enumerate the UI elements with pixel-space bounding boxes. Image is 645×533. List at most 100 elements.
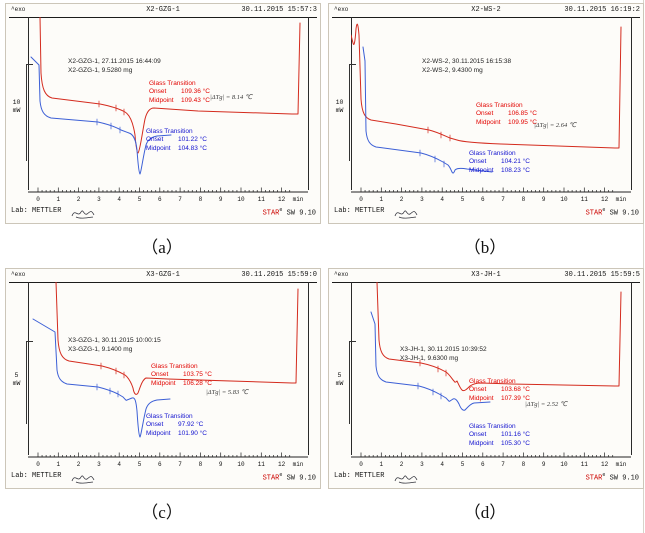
gt-onset-value: 101.16 °C <box>501 431 530 439</box>
svg-text:5: 5 <box>138 461 142 468</box>
svg-text:4: 4 <box>117 461 121 468</box>
svg-text:9: 9 <box>219 461 223 468</box>
svg-text:3: 3 <box>97 461 101 468</box>
chart-footer: Lab: METTLER STARe SW 9.10 <box>9 206 317 219</box>
software-version: STARe SW 9.10 <box>262 472 316 483</box>
red-tangent-markers <box>98 100 125 116</box>
chart-title: X3-JH-1 <box>471 271 501 279</box>
software-version: STARe SW 9.10 <box>585 472 639 483</box>
gt-onset-value: 101.22 °C <box>178 136 207 144</box>
gt-onset-value: 104.21 °C <box>501 158 530 166</box>
gt-heading: Glass Transition <box>469 150 516 157</box>
lab-label: Lab: METTLER <box>11 472 62 480</box>
exo-direction-label: ^exo <box>11 271 26 278</box>
svg-text:4: 4 <box>117 196 121 203</box>
sample-run-line: X3-JH-1, 30.11.2015 10:39:52 <box>400 346 487 353</box>
gt-midpoint-value: 109.43 °C <box>181 96 210 104</box>
glass-transition-blue: Glass Transition Onset 97.92 °C Midpoint 1… <box>146 413 207 437</box>
print-datetime: 30.11.2015 15:59:0 <box>241 271 317 279</box>
time-axis: 0 1 2 3 4 5 6 7 8 9 10 11 12 min <box>28 187 308 203</box>
svg-text:8: 8 <box>199 461 203 468</box>
exo-direction-label: ^exo <box>334 271 349 278</box>
subfigure-caption-c: （c） <box>141 503 183 522</box>
svg-text:9: 9 <box>219 196 223 203</box>
subfigure-caption-d: （d） <box>463 503 507 522</box>
lab-label: Lab: METTLER <box>334 207 385 215</box>
sample-mass-line: X3-JH-1, 9.6300 mg <box>400 354 459 362</box>
svg-text:6: 6 <box>158 196 162 203</box>
gt-midpoint-value: 104.83 °C <box>178 144 207 152</box>
sample-info: X2-WS-2, 30.11.2015 16:15:38 X2-WS-2, 9.… <box>422 58 511 76</box>
gt-midpoint-value: 105.30 °C <box>501 439 530 447</box>
glass-transition-red: Glass Transition Onset 106.85 °C Midpoint… <box>476 102 537 126</box>
svg-text:6: 6 <box>481 196 485 203</box>
chart-title: X3-GZG-1 <box>146 271 180 279</box>
svg-text:6: 6 <box>481 461 485 468</box>
subfigure-caption-a: （a） <box>141 238 183 257</box>
svg-text:0: 0 <box>359 461 363 468</box>
sample-run-line: X2-GZG-1, 27.11.2015 16:44:09 <box>68 58 161 65</box>
svg-text:8: 8 <box>522 196 526 203</box>
svg-text:12: 12 <box>278 461 286 468</box>
gt-onset-value: 103.75 °C <box>183 371 212 379</box>
svg-text:0: 0 <box>36 461 40 468</box>
svg-text:12: 12 <box>601 461 609 468</box>
plot-right-border <box>308 282 309 455</box>
svg-text:7: 7 <box>501 461 505 468</box>
sample-info: X2-GZG-1, 27.11.2015 16:44:09 X2-GZG-1, … <box>68 58 161 76</box>
red-curve <box>351 23 622 149</box>
subfigure-caption-b: （b） <box>463 238 507 257</box>
time-axis: 0 1 2 3 4 5 6 7 8 9 10 11 12 min <box>28 452 308 468</box>
lab-label: Lab: METTLER <box>11 207 62 215</box>
dsc-chart-c: ^exo X3-GZG-1 30.11.2015 15:59:0 X3-GZG-… <box>5 268 321 489</box>
svg-text:0: 0 <box>36 196 40 203</box>
blue-tangent-markers <box>96 118 121 134</box>
subfigure-c: ^exo X3-GZG-1 30.11.2015 15:59:0 X3-GZG-… <box>5 268 321 523</box>
chart-title: X2-WS-2 <box>471 6 501 14</box>
glass-transition-red: Glass Transition Onset 103.68 °C Midpoint… <box>469 378 530 402</box>
plot-right-border <box>308 17 309 190</box>
chart-footer: Lab: METTLER STARe SW 9.10 <box>9 471 317 484</box>
svg-text:10: 10 <box>560 461 568 468</box>
y-scale-bracket <box>26 341 33 424</box>
svg-text:min: min <box>293 461 304 468</box>
gt-heading: Glass Transition <box>476 102 523 109</box>
svg-text:4: 4 <box>440 461 444 468</box>
chart-header: ^exo X2-WS-2 30.11.2015 16:19:2 <box>332 6 640 18</box>
svg-text:12: 12 <box>601 196 609 203</box>
subfigure-b: ^exo X2-WS-2 30.11.2015 16:19:2 X2-WS-2,… <box>328 3 644 258</box>
handwritten-signature <box>71 210 95 219</box>
svg-text:11: 11 <box>581 196 589 203</box>
y-scale-label: 10 mW <box>12 99 21 115</box>
glass-transition-blue: Glass Transition Onset 104.21 °C Midpoint… <box>469 150 530 174</box>
svg-text:5: 5 <box>461 196 465 203</box>
svg-text:1: 1 <box>56 196 60 203</box>
glass-transition-red: Glass Transition Onset 103.75 °C Midpoint… <box>151 363 212 387</box>
y-scale-bracket <box>349 64 356 161</box>
glass-transition-blue: Glass Transition Onset 101.16 °C Midpoint… <box>469 423 530 447</box>
svg-text:3: 3 <box>420 196 424 203</box>
svg-text:2: 2 <box>400 461 404 468</box>
software-version: STARe SW 9.10 <box>585 207 639 218</box>
svg-text:min: min <box>293 196 304 203</box>
chart-footer: Lab: METTLER STARe SW 9.10 <box>332 471 640 484</box>
svg-text:6: 6 <box>158 461 162 468</box>
svg-text:min: min <box>616 196 627 203</box>
svg-text:2: 2 <box>77 196 81 203</box>
red-tangent-markers <box>100 362 125 379</box>
svg-text:7: 7 <box>178 196 182 203</box>
gt-heading: Glass Transition <box>469 378 516 385</box>
y-scale-label: 5 mW <box>12 372 21 388</box>
chart-footer: Lab: METTLER STARe SW 9.10 <box>332 206 640 219</box>
gt-onset-value: 109.36 °C <box>181 88 210 96</box>
red-curve <box>376 282 622 392</box>
svg-text:1: 1 <box>56 461 60 468</box>
svg-text:2: 2 <box>77 461 81 468</box>
y-scale-bracket <box>26 64 33 161</box>
sample-info: X3-GZG-1, 30.11.2015 10:00:15 X3-GZG-1, … <box>68 337 161 355</box>
svg-text:10: 10 <box>237 461 245 468</box>
y-scale-bracket <box>349 341 356 424</box>
sample-mass-line: X2-WS-2, 9.4300 mg <box>422 66 483 74</box>
dsc-chart-a: ^exo X2-GZG-1 30.11.2015 15:57:3 X2-GZG-… <box>5 3 321 224</box>
svg-text:10: 10 <box>237 196 245 203</box>
